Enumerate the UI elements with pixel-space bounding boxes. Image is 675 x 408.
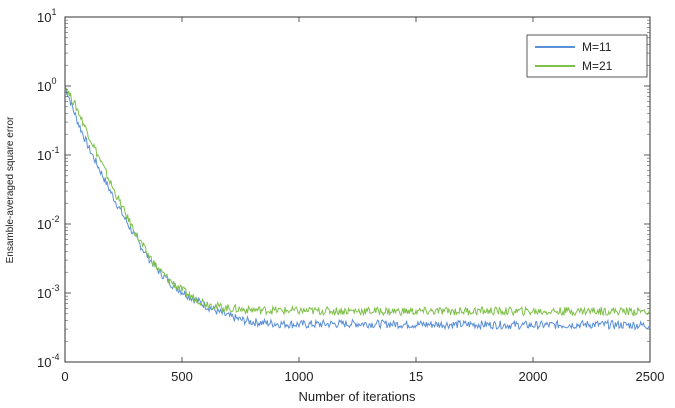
legend-label-m11: M=11 — [582, 40, 612, 54]
y-tick-label: 10-1 — [37, 145, 59, 163]
legend-box — [526, 34, 648, 78]
x-axis-label: Number of iterations — [298, 389, 416, 404]
series-line-m11 — [64, 85, 651, 331]
x-tick-label: 1000 — [285, 369, 314, 384]
legend-label-m21: M=21 — [582, 59, 613, 73]
y-tick-label: 100 — [37, 76, 56, 94]
y-axis-label: Ensamble-averaged square error — [5, 116, 16, 263]
y-tick-label: 101 — [37, 7, 56, 25]
y-tick-label: 10-4 — [37, 352, 59, 370]
x-tick-label: 2000 — [519, 369, 548, 384]
x-tick-label: 2500 — [636, 369, 665, 384]
series-line-m21 — [64, 87, 651, 317]
y-tick-label: 10-2 — [37, 214, 59, 232]
x-tick-label: 500 — [171, 369, 193, 384]
x-tick-label: 0 — [61, 369, 68, 384]
x-axis-ticks: 0 500 1000 15 2000 2500 — [61, 17, 664, 384]
series-layer — [64, 85, 651, 331]
x-tick-label: 15 — [409, 369, 423, 384]
legend: M=11 M=21 — [526, 34, 648, 78]
y-tick-label: 10-3 — [37, 283, 59, 301]
y-axis-ticks: 10-4 10-3 10-2 10-1 100 101 — [37, 7, 650, 370]
